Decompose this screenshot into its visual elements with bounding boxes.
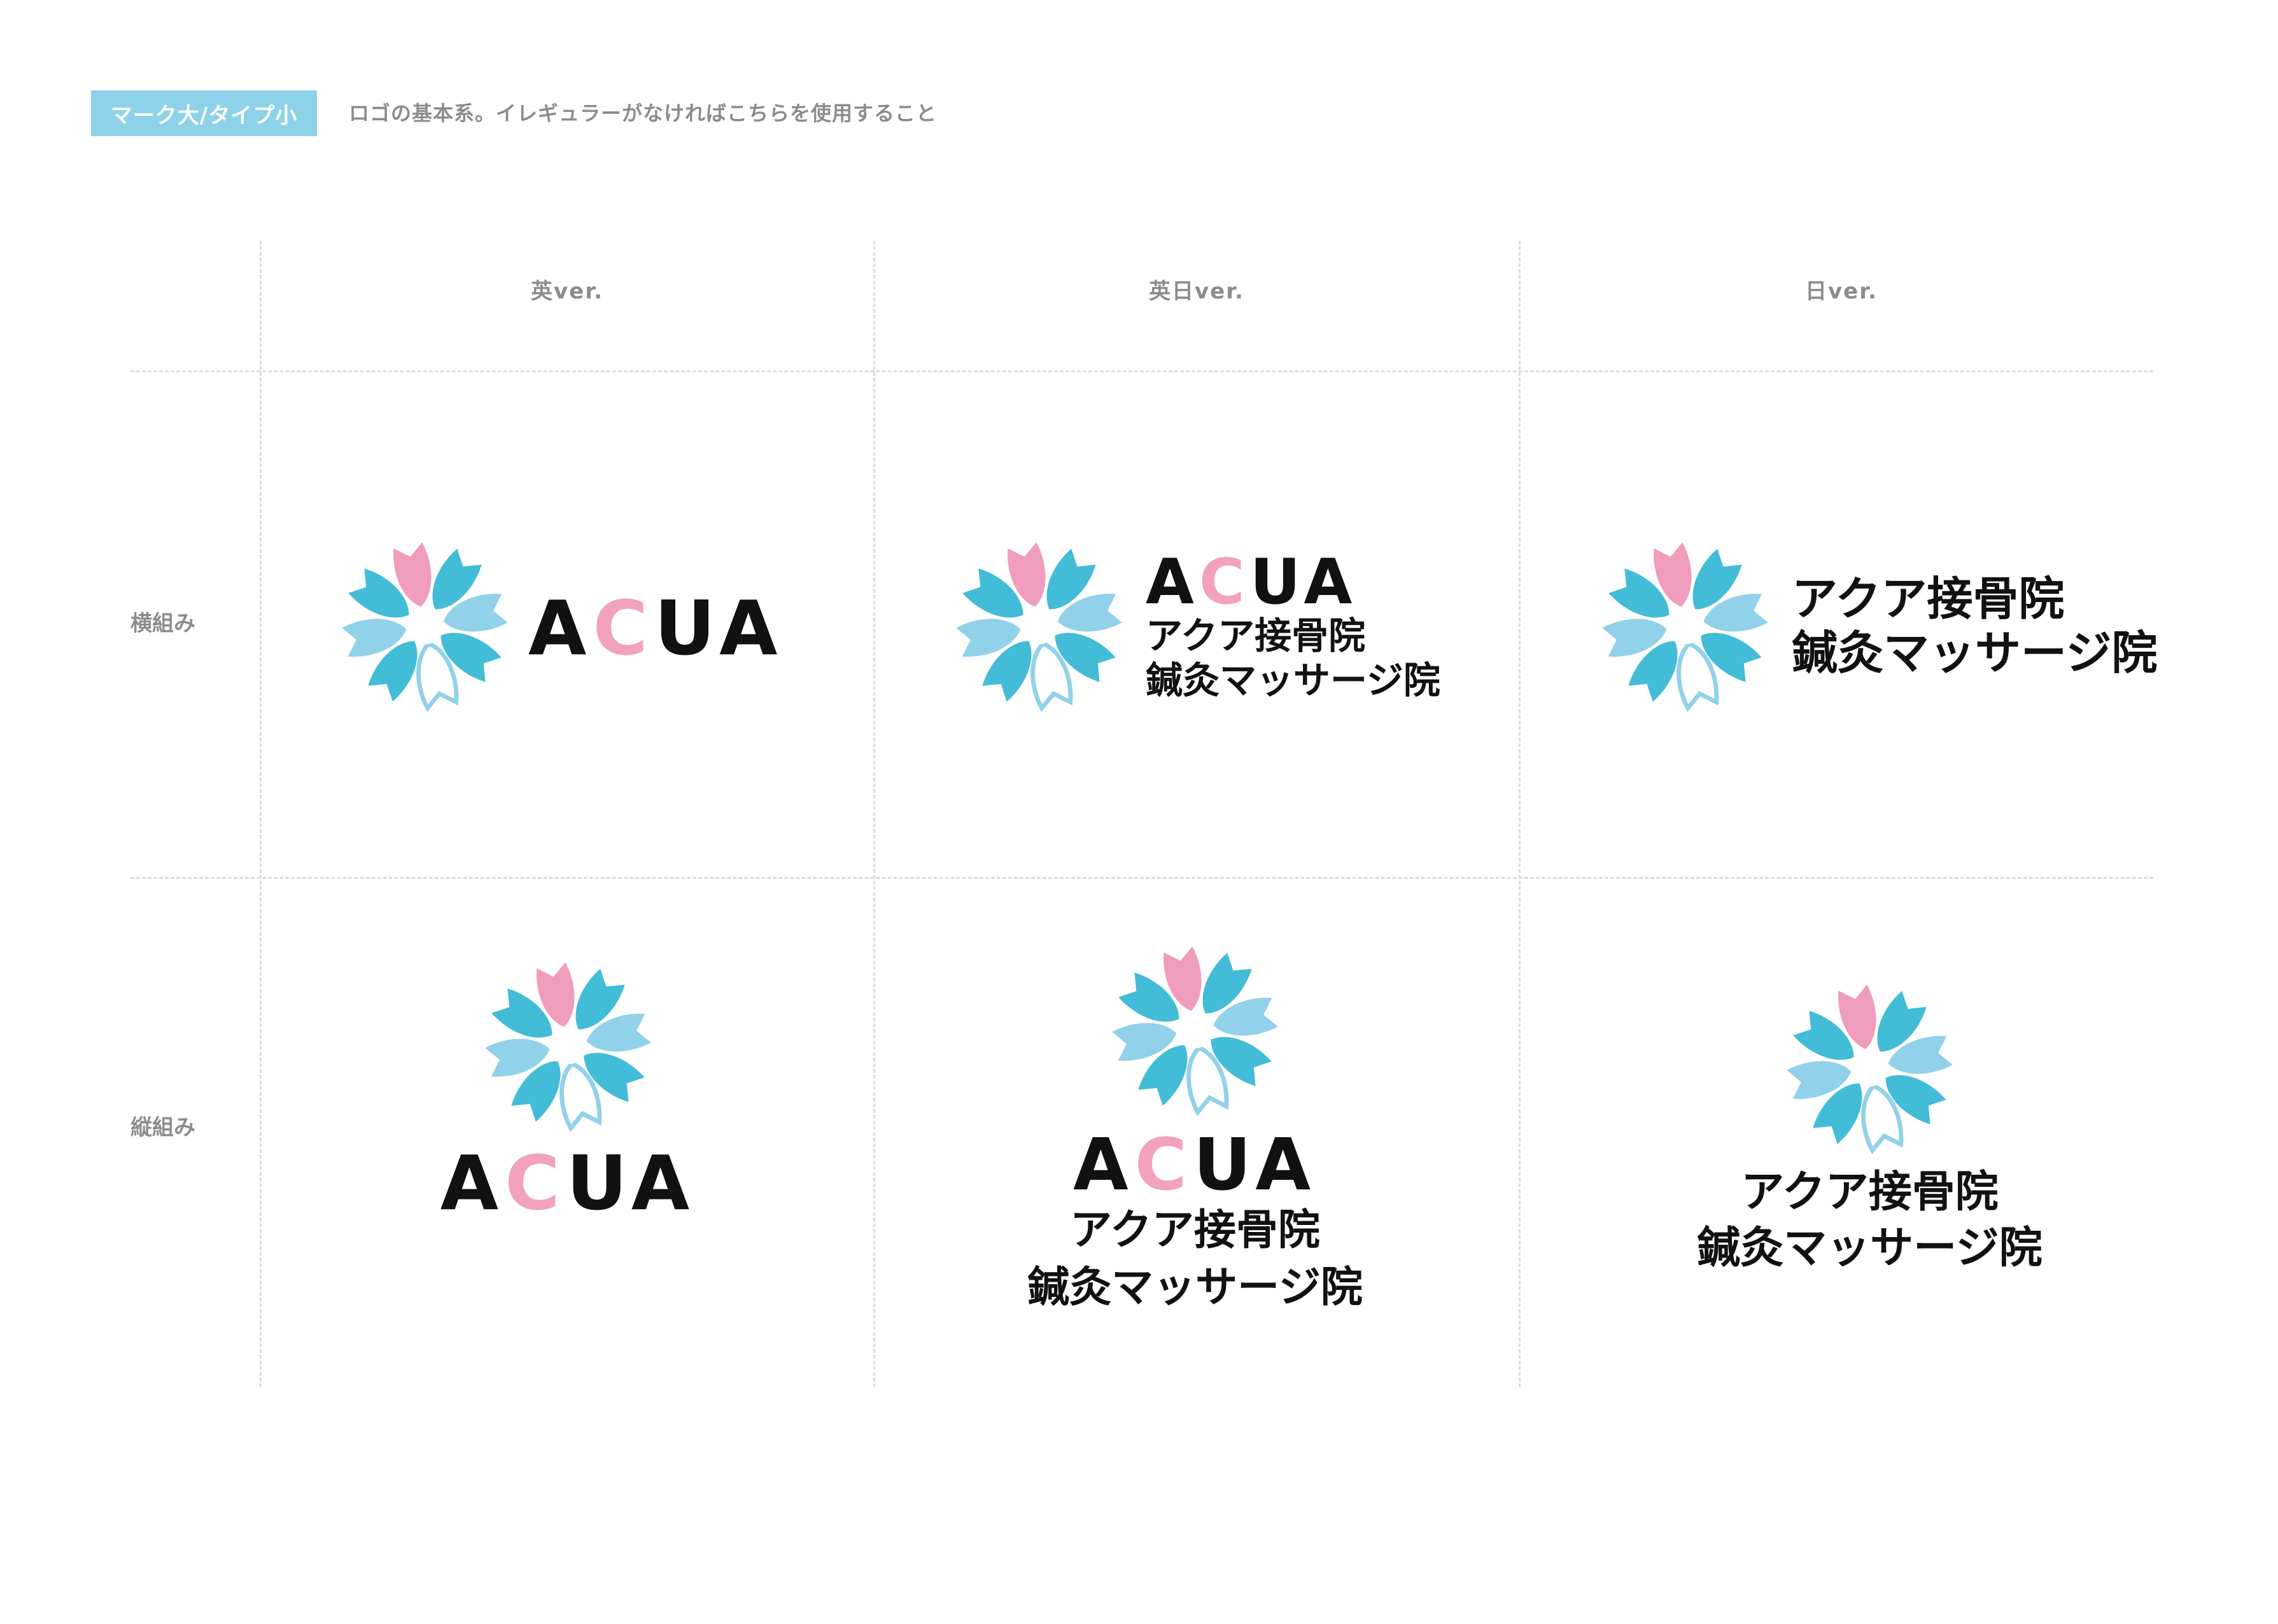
wordmark-a: A bbox=[1072, 1124, 1135, 1207]
grid-line-v1 bbox=[260, 241, 262, 1387]
flower-petal bbox=[1628, 641, 1678, 702]
flower-petal bbox=[1055, 633, 1116, 682]
flower-petal bbox=[1813, 1083, 1862, 1144]
flower-petal bbox=[1164, 946, 1202, 1011]
flower-petal bbox=[1202, 953, 1252, 1014]
flower-petal bbox=[1888, 1036, 1953, 1074]
clinic-name-line1: アクア接骨院 bbox=[1070, 1205, 1320, 1254]
wordmark-ua: UA bbox=[1249, 546, 1358, 619]
flower-petal bbox=[1112, 1023, 1177, 1061]
flower-petal bbox=[416, 641, 459, 712]
wordmark-ua: UA bbox=[566, 1139, 696, 1227]
grid-line-v3 bbox=[1519, 241, 1521, 1387]
flower-logo-icon bbox=[485, 962, 651, 1132]
flower-petal bbox=[1654, 542, 1692, 607]
flower-logo-icon bbox=[1112, 946, 1278, 1116]
flower-center bbox=[549, 1026, 587, 1065]
flower-center bbox=[1176, 1010, 1214, 1049]
flower-petal bbox=[1877, 991, 1927, 1052]
flower-petal bbox=[393, 542, 432, 607]
flower-logo-icon bbox=[342, 542, 508, 712]
flower-petal bbox=[1008, 542, 1046, 607]
wordmark-a: A bbox=[440, 1139, 505, 1227]
flower-petal bbox=[575, 969, 625, 1030]
flower-petal bbox=[1885, 1075, 1946, 1124]
flower-petal bbox=[368, 641, 418, 702]
wordmark-a: A bbox=[528, 584, 593, 672]
flower-petal bbox=[1046, 549, 1096, 610]
column-header-en: 英ver. bbox=[530, 279, 604, 304]
flower-petal bbox=[1030, 641, 1073, 712]
clinic-name-line1: アクア接骨院 bbox=[1792, 572, 2065, 626]
flower-petal bbox=[348, 568, 409, 618]
flower-petal bbox=[1861, 1083, 1904, 1154]
flower-petal bbox=[1186, 1045, 1229, 1116]
acua-wordmark: ACUA bbox=[433, 1145, 703, 1221]
flower-petal bbox=[1838, 984, 1876, 1049]
flower-petal bbox=[511, 1061, 561, 1122]
grid-line-h1 bbox=[130, 370, 2153, 372]
grid-line-v2 bbox=[873, 241, 875, 1387]
flower-petal bbox=[956, 619, 1021, 657]
flower-petal bbox=[584, 1053, 645, 1102]
flower-petal bbox=[1602, 619, 1667, 657]
flower-petal bbox=[432, 549, 482, 610]
flower-petal bbox=[1138, 1045, 1188, 1106]
wordmark-c: C bbox=[593, 584, 654, 672]
acua-wordmark: ACUA bbox=[1146, 551, 1357, 613]
flower-petal bbox=[559, 1061, 602, 1132]
acua-wordmark: ACUA bbox=[528, 591, 784, 666]
flower-petal bbox=[1692, 549, 1742, 610]
wordmark-c: C bbox=[505, 1139, 566, 1227]
flower-petal bbox=[586, 1014, 651, 1052]
clinic-name-line2: 鍼灸マッサージ院 bbox=[1027, 1263, 1363, 1312]
flower-petal bbox=[1608, 568, 1670, 618]
flower-center bbox=[405, 606, 444, 645]
clinic-name-line2: 鍼灸マッサージ院 bbox=[1146, 659, 1440, 702]
wordmark-c: C bbox=[1199, 546, 1250, 619]
flower-logo-icon bbox=[956, 542, 1122, 712]
flower-center bbox=[1020, 606, 1058, 645]
clinic-name-line2: 鍼灸マッサージ院 bbox=[1792, 626, 2158, 680]
wordmark-c: C bbox=[1134, 1124, 1193, 1207]
flower-petal bbox=[962, 568, 1023, 618]
flower-petal bbox=[1211, 1037, 1272, 1086]
row-header-vertical: 縦組み bbox=[130, 1115, 195, 1140]
flower-petal bbox=[1677, 641, 1719, 712]
flower-petal bbox=[1787, 1061, 1852, 1099]
flower-petal bbox=[1793, 1011, 1854, 1060]
flower-center bbox=[1666, 606, 1705, 645]
flower-petal bbox=[1057, 594, 1122, 632]
flower-petal bbox=[1118, 972, 1179, 1022]
grid-line-h2 bbox=[130, 877, 2153, 879]
flower-petal bbox=[537, 962, 575, 1027]
flower-petal bbox=[1213, 998, 1278, 1036]
row-header-horizontal: 横組み bbox=[130, 611, 195, 636]
column-header-jp: 日ver. bbox=[1804, 279, 1878, 304]
flower-petal bbox=[342, 619, 407, 657]
acua-wordmark: ACUA bbox=[1057, 1130, 1333, 1201]
flower-petal bbox=[1701, 633, 1762, 682]
section-tag: マーク大/タイプ小 bbox=[91, 90, 317, 136]
clinic-name-line1: アクア接骨院 bbox=[1146, 614, 1366, 657]
flower-petal bbox=[485, 1039, 550, 1077]
wordmark-ua: UA bbox=[654, 584, 784, 672]
flower-petal bbox=[982, 641, 1032, 702]
column-header-en-jp: 英日ver. bbox=[1148, 279, 1245, 304]
clinic-name-line2: 鍼灸マッサージ院 bbox=[1697, 1223, 2042, 1273]
clinic-name-line1: アクア接骨院 bbox=[1741, 1167, 1999, 1217]
flower-center bbox=[1850, 1048, 1889, 1087]
flower-logo-icon bbox=[1602, 542, 1768, 712]
flower-logo-icon bbox=[1787, 984, 1953, 1154]
flower-petal bbox=[491, 988, 552, 1038]
flower-petal bbox=[443, 594, 508, 632]
wordmark-ua: UA bbox=[1193, 1124, 1318, 1207]
wordmark-a: A bbox=[1146, 546, 1199, 619]
flower-petal bbox=[1703, 594, 1768, 632]
flower-petal bbox=[440, 633, 502, 682]
section-description: ロゴの基本系。イレギュラーがなければこちらを使用すること bbox=[349, 101, 938, 125]
